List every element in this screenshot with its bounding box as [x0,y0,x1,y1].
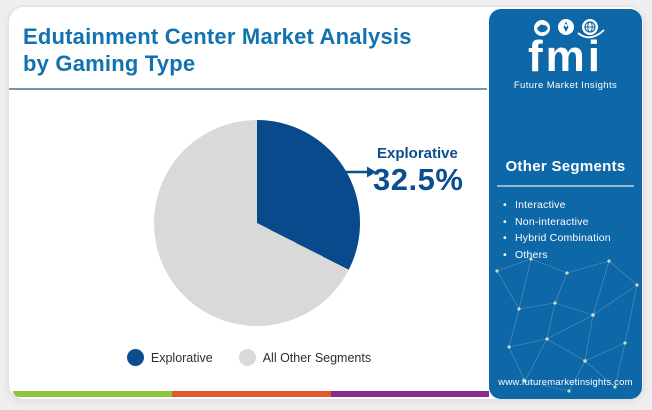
callout-value: 32.5% [373,162,464,197]
globe-icon [576,19,605,39]
legend-swatch-all-other-segments [238,349,256,366]
legend-label: All Other Segments [262,350,372,365]
strip-green [13,391,172,397]
website-url: www.futuremarketinsights.com [498,377,633,388]
infographic-card: Edutainment Center Market Analysis by Ga… [8,6,644,400]
map-icon [533,20,550,36]
footer-color-strips [13,391,489,397]
strip-purple [331,391,489,397]
list-item-interactive: Interactive [503,197,611,214]
legend-item-explorative: Explorative [126,349,213,366]
list-item-hybrid-combination: Hybrid Combination [503,230,611,247]
legend-label: Explorative [150,350,213,365]
heading-underline [497,185,634,187]
chart-legend: Explorative All Other Segments [9,349,489,366]
list-item-non-interactive: Non-interactive [503,214,611,231]
other-segments-list: Interactive Non-interactive Hybrid Combi… [503,197,611,263]
rocket-icon [557,19,574,35]
legend-item-all-other-segments: All Other Segments [238,349,372,366]
legend-swatch-explorative [126,349,144,366]
logo-subtitle: Future Market Insights [513,79,618,91]
logo-icons-row [533,19,605,39]
strip-orange [172,391,331,397]
callout-arrow-icon [342,166,376,178]
sidebar: fmi Future Market Insights Other Segment… [489,9,642,399]
pie-callout: Explorative 32.5% [373,145,463,198]
fmi-logo: fmi Future Market Insights [489,19,642,91]
callout-label: Explorative [377,145,458,162]
page-title: Edutainment Center Market Analysis by Ga… [23,24,412,77]
logo-wordmark: fmi [528,32,603,81]
network-pattern-decoration [495,257,639,393]
list-item-others: Others [503,247,611,264]
other-segments-heading: Other Segments [505,158,626,175]
title-divider [9,88,487,90]
pie-chart [154,120,360,326]
